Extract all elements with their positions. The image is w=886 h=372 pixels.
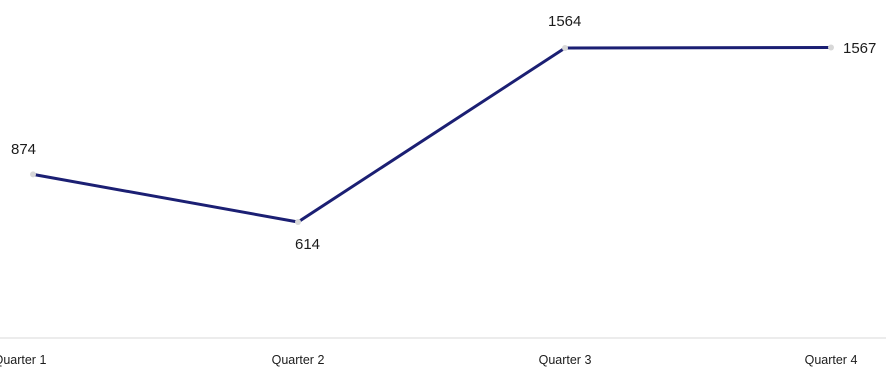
data-point-3 xyxy=(562,45,568,51)
data-labels-group: 874 614 1564 1567 xyxy=(11,13,876,253)
data-label-3: 1564 xyxy=(548,13,581,30)
x-tick-labels-group: Quarter 1 Quarter 2 Quarter 3 Quarter 4 xyxy=(0,353,857,367)
series-group xyxy=(30,44,834,225)
x-tick-label-2: Quarter 2 xyxy=(272,353,325,367)
data-label-4: 1567 xyxy=(843,40,876,57)
data-point-2 xyxy=(295,219,301,225)
data-point-4 xyxy=(828,44,834,51)
x-tick-label-4: Quarter 4 xyxy=(805,353,858,367)
data-point-1 xyxy=(30,171,36,178)
x-tick-label-3: Quarter 3 xyxy=(539,353,592,367)
data-label-2: 614 xyxy=(295,236,320,253)
series-line xyxy=(32,46,832,224)
data-label-1: 874 xyxy=(11,141,36,158)
x-tick-label-1: Quarter 1 xyxy=(0,353,46,367)
